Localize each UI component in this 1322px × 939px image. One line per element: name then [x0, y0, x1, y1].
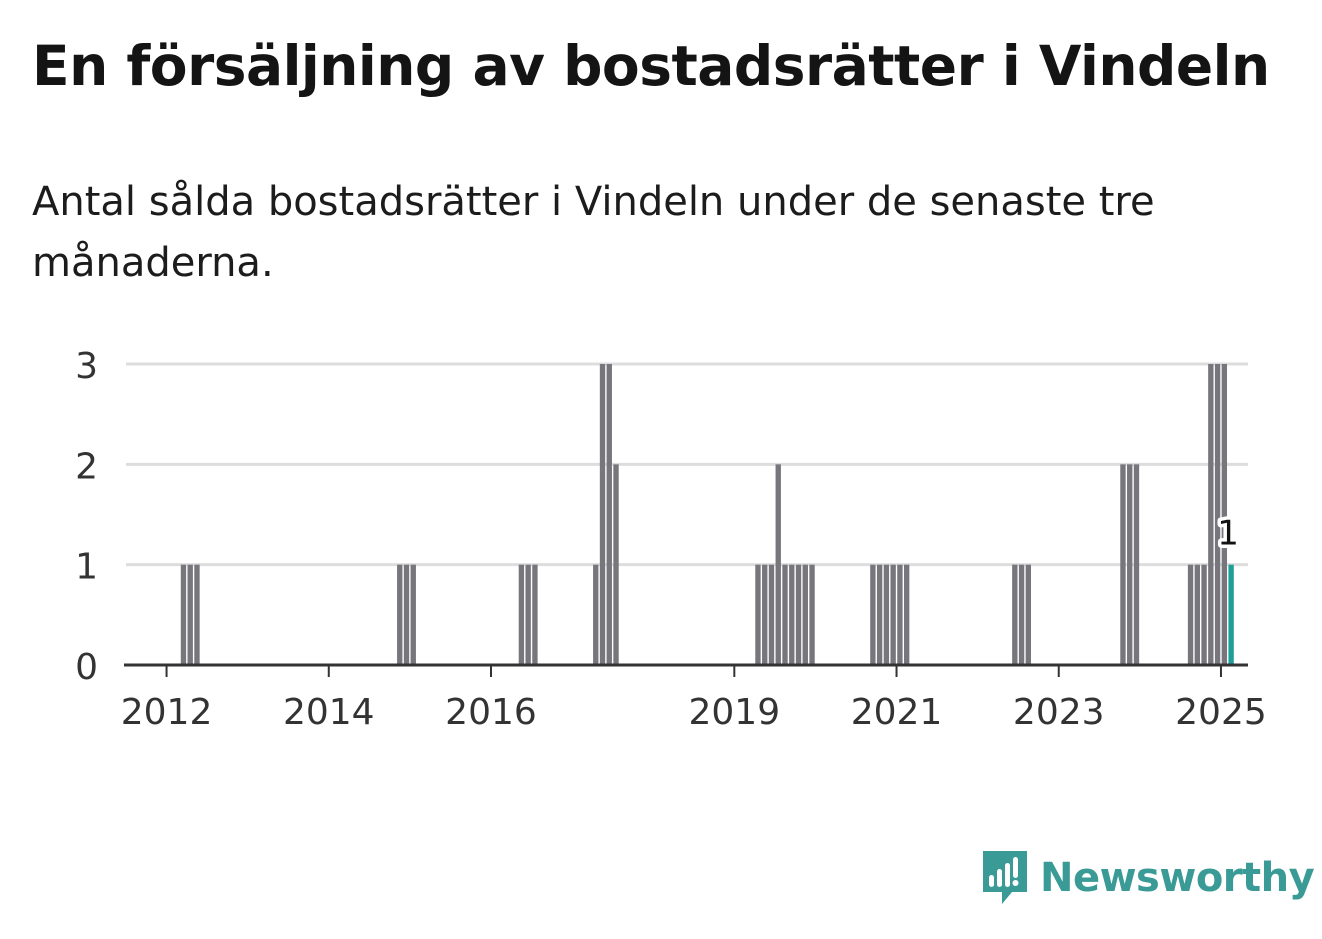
bar — [1194, 564, 1200, 665]
x-tick-label: 2023 — [1013, 692, 1105, 733]
bar — [525, 564, 531, 665]
bar — [876, 564, 883, 665]
bar — [180, 564, 187, 665]
bars — [180, 364, 1234, 665]
bar — [897, 564, 903, 665]
bar — [1214, 364, 1221, 665]
x-tick-label: 2019 — [689, 692, 781, 733]
bar — [789, 564, 795, 665]
x-axis — [124, 663, 1248, 677]
bar — [903, 564, 910, 665]
bar — [762, 564, 768, 665]
x-tick-label: 2014 — [283, 692, 375, 733]
bar — [809, 564, 815, 665]
bar — [606, 364, 612, 665]
bar — [795, 564, 802, 665]
bar — [532, 564, 538, 665]
chart-subtitle: Antal sålda bostadsrätter i Vindeln unde… — [32, 179, 1155, 286]
bar — [755, 564, 761, 665]
x-tick-label: 2016 — [445, 692, 537, 733]
bar — [593, 564, 599, 665]
bar — [1201, 564, 1207, 665]
bar — [782, 564, 788, 665]
y-tick-label: 3 — [75, 346, 98, 387]
bar — [870, 564, 876, 665]
y-tick-label: 1 — [75, 547, 98, 588]
brand-name: Newsworthy — [1040, 855, 1315, 901]
bar — [410, 564, 416, 665]
bar — [1018, 564, 1025, 665]
y-tick-label: 0 — [75, 647, 98, 688]
y-tick-label: 2 — [75, 446, 98, 487]
x-tick-label: 2012 — [121, 692, 213, 733]
bar — [518, 564, 525, 665]
bar — [1187, 564, 1194, 665]
data-labels: 1 — [1214, 510, 1243, 557]
x-tick-label: 2025 — [1175, 692, 1267, 733]
bar — [802, 564, 808, 665]
chart-title: En försäljning av bostadsrätter i Vindel… — [32, 34, 1270, 98]
bar — [1012, 564, 1018, 665]
bar — [613, 464, 619, 665]
bar — [1221, 364, 1228, 665]
bar — [1133, 464, 1140, 665]
gridlines — [126, 362, 1248, 567]
bar — [1127, 464, 1133, 665]
bar — [1025, 564, 1032, 665]
highlight-bar — [1228, 564, 1234, 665]
bar — [775, 464, 781, 665]
bar — [883, 564, 890, 665]
bar — [1120, 464, 1126, 665]
bar — [599, 364, 606, 665]
bar — [397, 564, 403, 665]
bar — [890, 564, 896, 665]
bar — [187, 564, 193, 665]
highlight-value-label: 1 — [1217, 514, 1239, 554]
bar — [768, 564, 775, 665]
bar — [194, 564, 200, 665]
bar — [403, 564, 410, 665]
bar — [1208, 364, 1214, 665]
x-axis-tick-labels: 2012 2014 2016 2019 2021 2023 2025 — [121, 692, 1267, 733]
newsworthy-logo-icon — [983, 851, 1027, 904]
y-axis-tick-labels: 0 1 2 3 — [75, 346, 98, 688]
newsworthy-logo: Newsworthy — [980, 848, 1315, 908]
x-tick-label: 2021 — [851, 692, 943, 733]
